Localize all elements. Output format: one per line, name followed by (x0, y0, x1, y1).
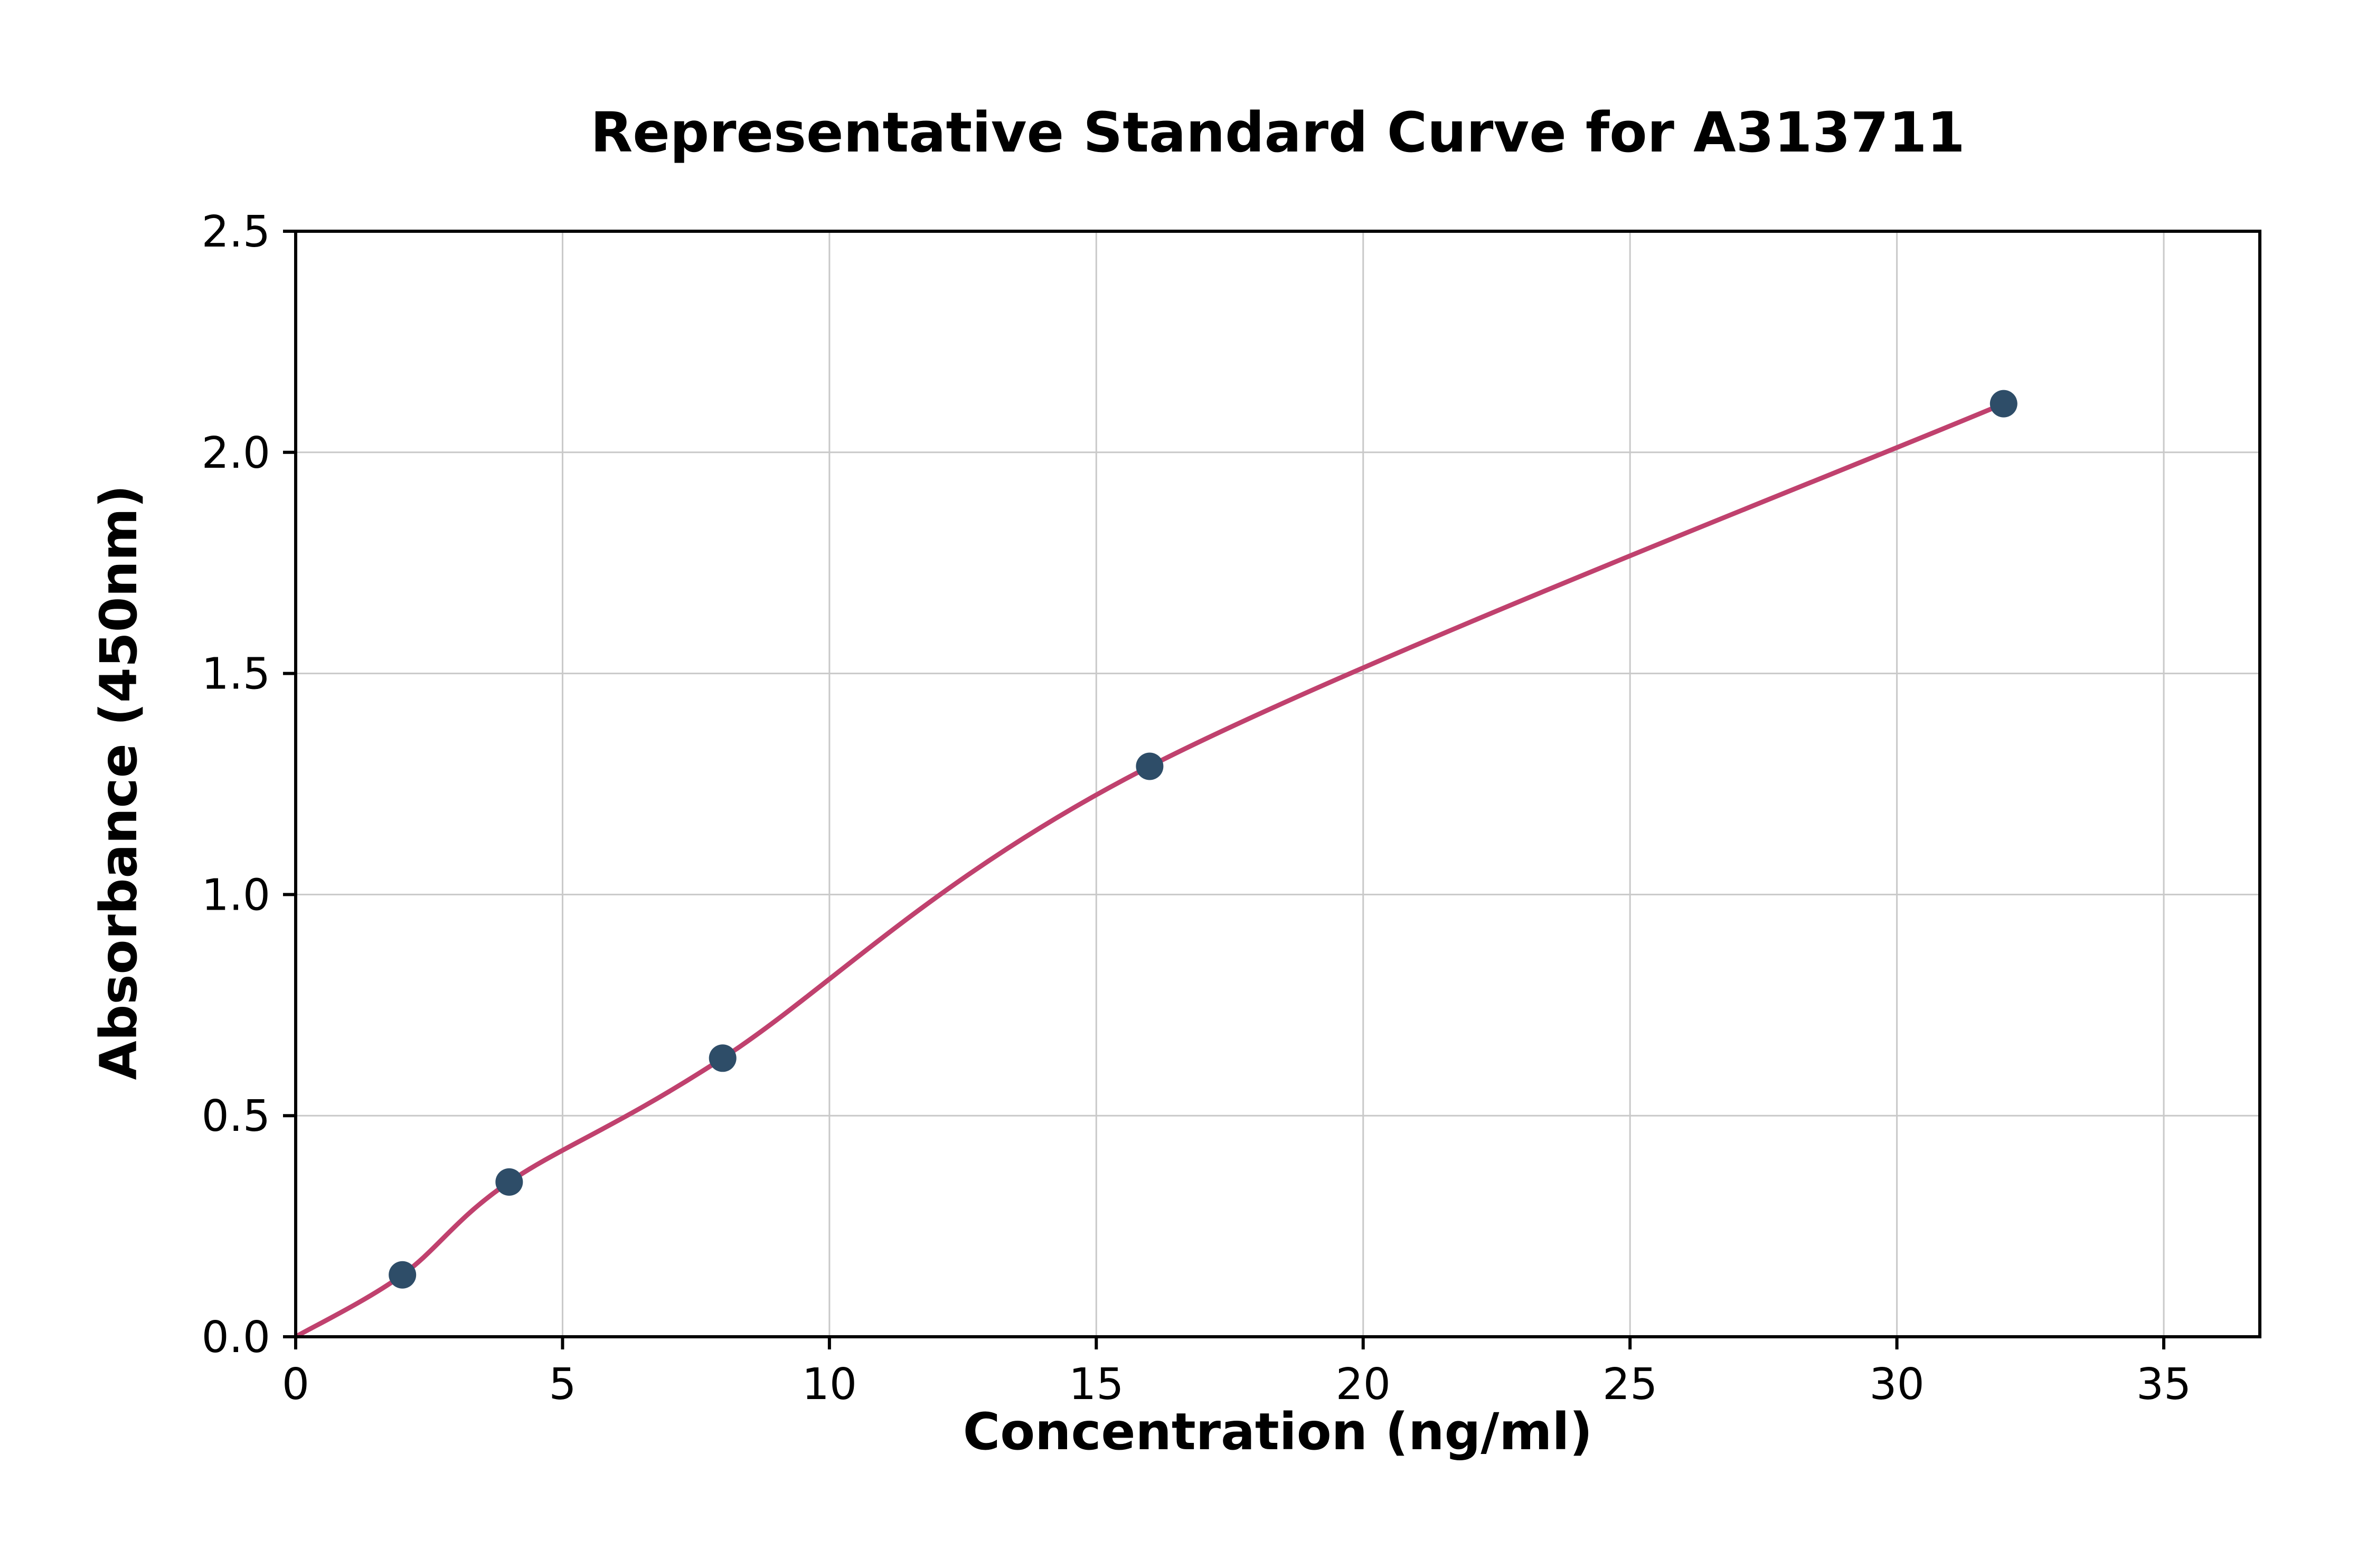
chart-title: Representative Standard Curve for A31371… (590, 100, 1965, 165)
data-point (389, 1261, 417, 1289)
x-axis-label: Concentration (ng/ml) (963, 1402, 1593, 1461)
x-tick-label: 20 (1336, 1359, 1391, 1410)
y-tick-label: 1.0 (202, 870, 270, 920)
data-point (1990, 390, 2017, 418)
x-tick-label: 30 (1869, 1359, 1924, 1410)
y-tick-label: 2.0 (202, 428, 270, 478)
x-tick-label: 10 (802, 1359, 857, 1410)
data-point (709, 1044, 737, 1072)
x-tick-label: 35 (2136, 1359, 2191, 1410)
y-tick-label: 2.5 (202, 207, 270, 257)
data-point (495, 1168, 523, 1196)
x-tick-label: 25 (1602, 1359, 1657, 1410)
x-tick-label: 15 (1069, 1359, 1124, 1410)
x-tick-label: 5 (549, 1359, 576, 1410)
y-tick-label: 1.5 (202, 649, 270, 700)
fitted-curve (293, 401, 2006, 1339)
data-point (1136, 752, 1164, 780)
y-tick-label: 0.0 (202, 1312, 270, 1363)
plot-border (294, 230, 2261, 1338)
x-tick-label: 0 (282, 1359, 309, 1410)
y-tick-label: 0.5 (202, 1091, 270, 1141)
